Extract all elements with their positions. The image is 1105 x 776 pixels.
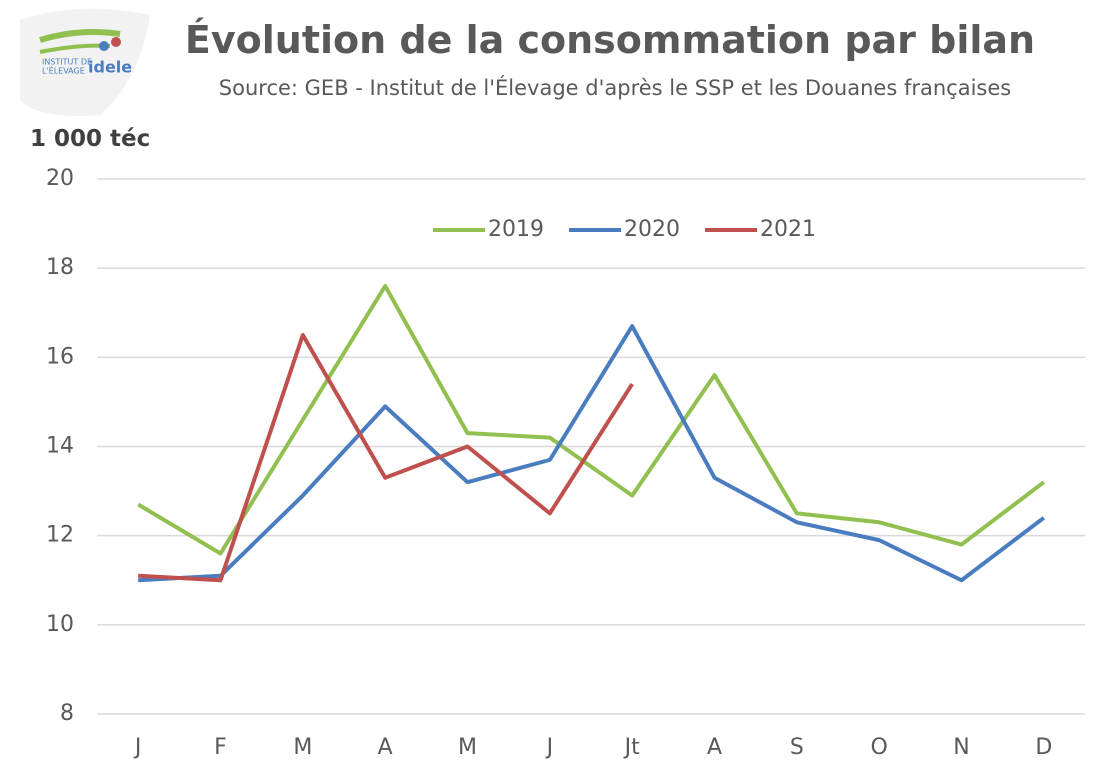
x-tick-label: J (545, 735, 554, 760)
y-tick-label: 18 (46, 255, 74, 280)
x-tick-label: F (214, 735, 227, 760)
y-tick-label: 12 (46, 523, 74, 548)
logo-text: INSTITUT DE (42, 58, 92, 67)
x-tick-label: J (133, 735, 142, 760)
x-tick-label: D (1035, 735, 1052, 760)
y-tick-label: 20 (46, 166, 74, 191)
x-tick-label: Jt (623, 735, 640, 760)
legend-label: 2019 (488, 217, 544, 242)
logo-text: L'ÉLEVAGE (42, 65, 85, 76)
x-tick-label: M (458, 735, 477, 760)
x-tick-label: N (953, 735, 969, 760)
legend-label: 2021 (760, 217, 816, 242)
chart-subtitle: Source: GEB - Institut de l'Élevage d'ap… (218, 76, 1012, 100)
x-tick-label: M (293, 735, 312, 760)
x-tick-label: S (790, 735, 804, 760)
y-tick-label: 10 (46, 612, 74, 637)
x-tick-label: A (707, 735, 722, 760)
line-series (137, 284, 1046, 556)
x-tick-label: O (871, 735, 888, 760)
line-series (138, 324, 1046, 583)
logo-drop (99, 41, 109, 51)
logo-swoosh (39, 29, 121, 43)
y-tick-label: 14 (46, 434, 74, 459)
x-tick-label: A (378, 735, 393, 760)
logo-brand: idele (88, 58, 132, 77)
y-tick-label: 16 (46, 344, 74, 369)
line-series (138, 333, 634, 583)
legend-label: 2020 (624, 217, 680, 242)
y-axis-label: 1 000 téc (30, 126, 151, 152)
chart-title: Évolution de la consommation par bilan (184, 18, 1036, 62)
logo-drop (111, 37, 121, 47)
y-tick-label: 8 (60, 701, 74, 726)
